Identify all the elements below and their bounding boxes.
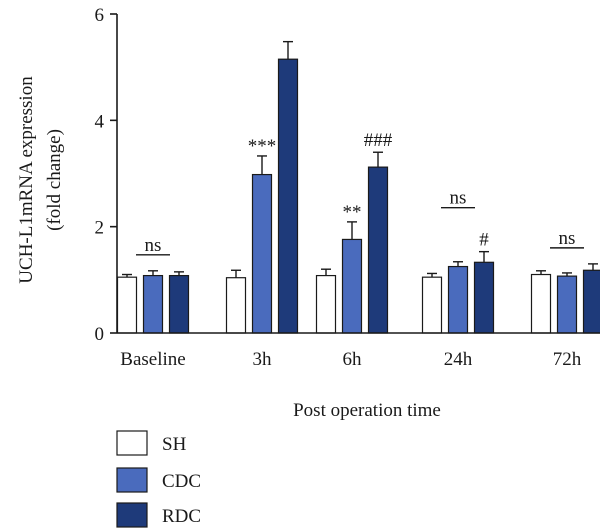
significance-label: ns	[145, 235, 162, 256]
legend-swatch-cdc	[116, 467, 148, 493]
bar-cdc	[251, 173, 273, 334]
bar-cdc	[447, 265, 469, 334]
legend-label-cdc: CDC	[162, 471, 201, 492]
bar-cdc	[142, 274, 164, 334]
y-axis-title-line1: UCH-L1mRNA expression	[16, 76, 37, 284]
bar-rdc	[367, 166, 389, 334]
y-tick-label: 0	[95, 324, 105, 345]
significance-label: ***	[248, 136, 277, 157]
significance-label: #	[479, 230, 489, 251]
significance-label: **	[343, 202, 362, 223]
x-axis-title: Post operation time	[293, 400, 441, 421]
bar-sh	[315, 274, 337, 334]
significance-label: ###	[364, 130, 393, 151]
bar-cdc	[556, 275, 578, 334]
legend-swatch-rdc	[116, 502, 148, 528]
x-tick-label: 3h	[253, 349, 273, 370]
x-tick-label: 6h	[343, 349, 363, 370]
x-tick-label: Baseline	[120, 349, 185, 370]
bar-sh	[421, 276, 443, 334]
y-tick-label: 6	[95, 5, 105, 26]
x-tick-label: 24h	[444, 349, 473, 370]
legend-label-sh: SH	[162, 434, 187, 455]
bar-rdc	[473, 261, 495, 334]
y-tick-label: 4	[95, 111, 105, 132]
bar-cdc	[341, 238, 363, 334]
legend-label-rdc: RDC	[162, 506, 201, 527]
bar-sh	[116, 276, 138, 334]
legend-swatch-sh	[116, 430, 148, 456]
bar-sh	[225, 277, 247, 334]
bar-sh	[530, 273, 552, 334]
bar-rdc	[277, 58, 299, 334]
bar-rdc	[168, 274, 190, 334]
x-tick-label: 72h	[553, 349, 582, 370]
legend: SH CDC RDC	[116, 430, 201, 528]
significance-label: ns	[450, 188, 467, 209]
y-tick-label: 2	[95, 218, 105, 239]
y-axis-title-line2: (fold change)	[44, 129, 65, 231]
significance-label: ns	[559, 228, 576, 249]
bar-rdc	[582, 269, 600, 334]
